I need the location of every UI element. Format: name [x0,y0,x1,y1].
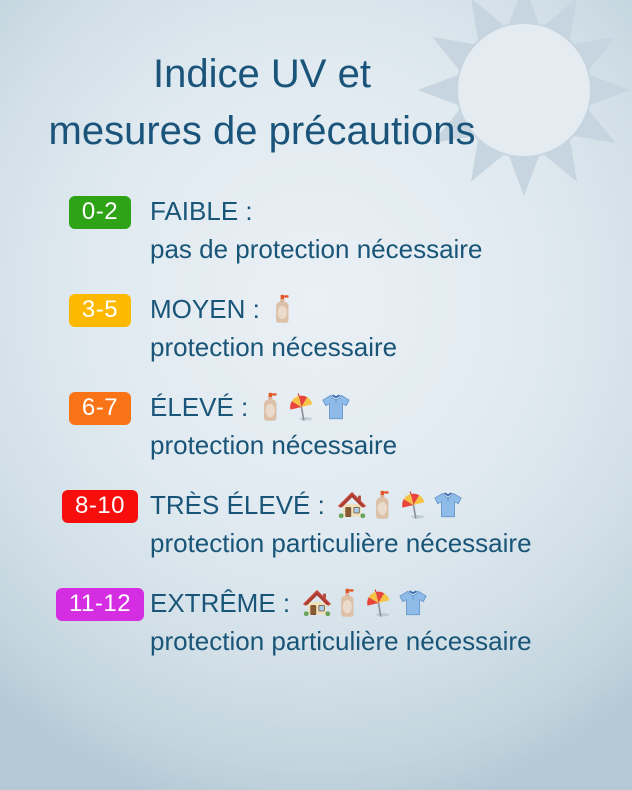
uv-level-description: pas de protection nécessaire [150,234,483,264]
uv-level-description: protection particulière nécessaire [150,528,532,558]
uv-range-badge: 11-12 [55,588,145,621]
uv-row-text: EXTRÊME : protection pa [150,584,532,660]
protection-icons [272,294,293,324]
uv-range-badge: 3-5 [68,294,132,327]
t-shirt-icon [322,394,350,420]
uv-row-text: TRÈS ÉLEVÉ : protection [150,486,532,562]
uv-row-eleve: 6-7 ÉLEVÉ : protection nécessaire [0,388,632,464]
page-title-line2: mesures de précautions [48,109,476,153]
uv-row-text: MOYEN : protection nécessaire [150,290,397,366]
beach-umbrella-icon [290,393,313,421]
uv-level-label: TRÈS ÉLEVÉ : [150,490,325,520]
uv-level-label: FAIBLE : [150,196,253,226]
uv-level-description: protection particulière nécessaire [150,626,532,656]
house-icon [337,491,366,519]
uv-row-text: FAIBLE : pas de protection nécessaire [150,192,482,268]
beach-umbrella-icon [367,589,390,617]
uv-row-tres-eleve: 8-10 TRÈS ÉLEVÉ : [0,486,632,562]
badge-column: 8-10 [0,486,150,523]
page-title-line1: Indice UV et [153,52,371,96]
uv-range-badge: 0-2 [68,196,132,229]
house-icon [303,589,332,617]
uv-range-badge: 6-7 [68,392,132,425]
uv-level-list: 0-2 FAIBLE : pas de protection nécessair… [0,192,632,660]
badge-column: 3-5 [0,290,150,327]
protection-icons [260,392,351,422]
page-title: Indice UV et mesures de précautions [0,0,524,160]
uv-row-text: ÉLEVÉ : protection nécessaire [150,388,397,464]
lotion-bottle-icon [275,294,289,323]
protection-icons [302,588,428,618]
lotion-bottle-icon [264,392,277,421]
uv-index-infographic: Indice UV et mesures de précautions 0-2 … [0,0,632,660]
uv-level-label: EXTRÊME : [150,588,291,618]
beach-umbrella-icon [402,491,425,519]
badge-column: 0-2 [0,192,150,229]
uv-level-label: ÉLEVÉ : [150,392,249,422]
badge-column: 6-7 [0,388,150,425]
uv-row-moyen: 3-5 MOYEN : protection nécessaire [0,290,632,366]
lotion-bottle-icon [375,490,389,519]
uv-row-extreme: 11-12 EXTRÊME : [0,584,632,660]
t-shirt-icon [434,492,462,518]
t-shirt-icon [399,590,427,616]
uv-range-badge: 8-10 [61,490,139,523]
uv-level-description: protection nécessaire [150,332,398,362]
lotion-bottle-icon [341,588,354,617]
uv-level-label: MOYEN : [150,294,260,324]
badge-column: 11-12 [0,584,150,621]
uv-level-description: protection nécessaire [150,430,398,460]
protection-icons [337,490,463,520]
uv-row-faible: 0-2 FAIBLE : pas de protection nécessair… [0,192,632,268]
